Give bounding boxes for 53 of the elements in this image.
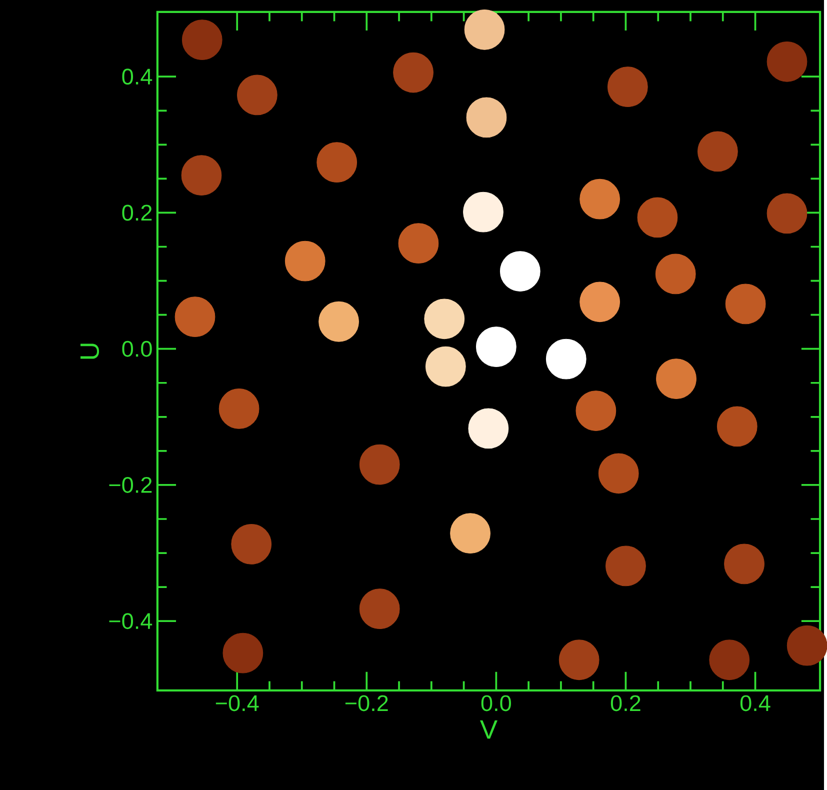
point [236, 74, 278, 116]
point [637, 197, 678, 238]
point [558, 640, 600, 680]
point [716, 406, 758, 447]
point [359, 444, 400, 485]
y-axis-title: U [80, 344, 100, 359]
point [222, 632, 264, 674]
point [725, 284, 766, 324]
point [709, 640, 750, 680]
y-tick-label: −0.2 [109, 476, 152, 493]
point [218, 388, 260, 429]
point [231, 524, 272, 564]
point [655, 254, 696, 294]
point [316, 142, 358, 182]
point [698, 131, 738, 172]
point [393, 52, 434, 93]
point [174, 296, 216, 337]
x-tick-label: 0.4 [740, 695, 770, 712]
x-tick-label: −0.4 [216, 695, 259, 712]
x-tick-label: −0.2 [345, 695, 388, 712]
point [766, 41, 808, 82]
point [463, 192, 504, 232]
point [425, 346, 466, 387]
point [606, 546, 646, 586]
point [476, 326, 516, 367]
y-tick-label: −0.4 [109, 613, 152, 630]
point [724, 544, 764, 584]
point [580, 178, 620, 220]
point [318, 301, 359, 342]
point [284, 240, 326, 282]
point [181, 155, 222, 196]
y-tick-label: 0.4 [122, 68, 152, 85]
y-tick-label: 0.2 [122, 204, 152, 221]
point [398, 223, 439, 264]
point [450, 513, 490, 554]
x-tick-label: 0.2 [610, 695, 640, 712]
point [359, 588, 400, 629]
point [182, 20, 222, 60]
point [576, 390, 616, 431]
x-axis-title: V [480, 720, 498, 739]
point [656, 358, 696, 399]
point [424, 298, 465, 340]
point [468, 408, 509, 449]
point [546, 338, 586, 380]
point [464, 9, 505, 50]
point [500, 251, 540, 292]
x-tick-label: 0.0 [481, 695, 512, 712]
y-tick-label: 0.0 [122, 340, 152, 357]
point [766, 193, 808, 234]
point [598, 453, 639, 494]
point [607, 66, 648, 107]
point [466, 97, 507, 138]
point [580, 282, 620, 322]
